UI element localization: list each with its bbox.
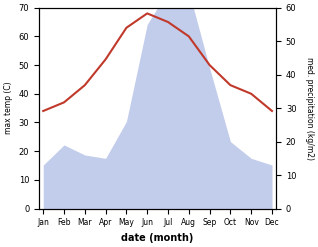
- Y-axis label: max temp (C): max temp (C): [4, 82, 13, 134]
- X-axis label: date (month): date (month): [121, 233, 194, 243]
- Y-axis label: med. precipitation (kg/m2): med. precipitation (kg/m2): [305, 57, 314, 160]
